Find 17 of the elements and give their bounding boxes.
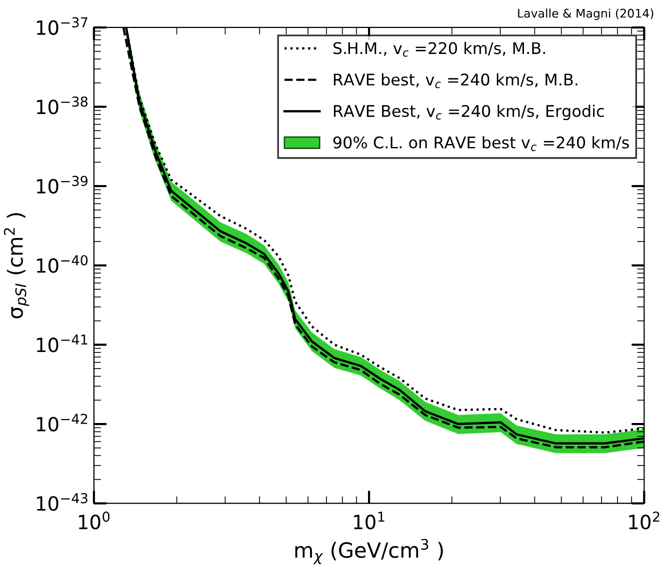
y-tick-label: 10$^{−38}$ bbox=[36, 96, 88, 114]
legend-label: RAVE best, v$_{c}$ =240 km/s, M.B. bbox=[334, 73, 578, 88]
x-tick-label: 10$^{1}$ bbox=[354, 512, 384, 530]
legend-label: RAVE Best, v$_{c}$ =240 km/s, Ergodic bbox=[334, 104, 604, 120]
x-axis-title: m$_{χ}$ (GeV/cm$^{3}$ ) bbox=[295, 538, 443, 564]
y-tick-label: 10$^{−40}$ bbox=[36, 255, 88, 273]
y-tick-label: 10$^{−37}$ bbox=[36, 17, 88, 35]
x-tick-label: 10$^{2}$ bbox=[629, 512, 660, 530]
legend-label: 90% C.L. on RAVE best v$_{c}$ =240 km/s bbox=[333, 136, 629, 152]
x-tick-label: 10$^{0}$ bbox=[78, 512, 110, 530]
legend-label: S.H.M., v$_{c}$ =220 km/s, M.B. bbox=[333, 42, 545, 57]
y-axis-title: σ$_{pSI}$ (cm$^{2}$ ) bbox=[4, 213, 30, 318]
y-tick-label: 10$^{−39}$ bbox=[36, 176, 88, 194]
y-tick-label: 10$^{−43}$ bbox=[36, 493, 88, 511]
text: Lavalle & Magni (2014) bbox=[518, 8, 654, 20]
y-tick-label: 10$^{−42}$ bbox=[36, 414, 88, 432]
y-tick-label: 10$^{−41}$ bbox=[36, 334, 88, 352]
